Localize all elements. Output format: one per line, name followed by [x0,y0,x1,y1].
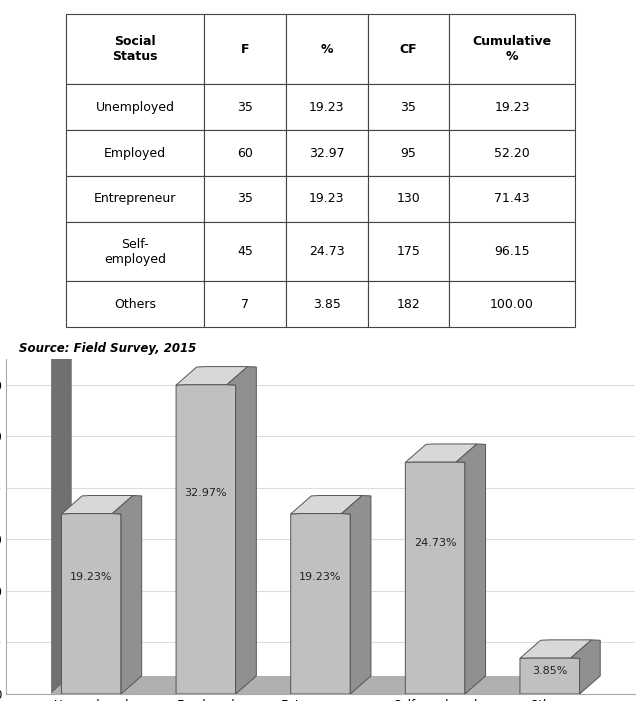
Text: Source: Field Survey, 2015: Source: Field Survey, 2015 [19,342,196,355]
Polygon shape [570,640,600,694]
Polygon shape [51,676,600,694]
Polygon shape [291,514,350,694]
Polygon shape [176,385,236,694]
Polygon shape [62,496,133,514]
Polygon shape [112,496,142,694]
Text: 19.23%: 19.23% [70,572,112,582]
Polygon shape [176,367,247,385]
Polygon shape [62,514,121,694]
Polygon shape [405,462,465,694]
Text: 24.73%: 24.73% [414,538,456,548]
Text: 19.23%: 19.23% [299,572,342,582]
Polygon shape [520,658,579,694]
Polygon shape [456,444,486,694]
Text: 3.85%: 3.85% [532,665,567,676]
Polygon shape [520,640,591,658]
Polygon shape [51,341,72,694]
Polygon shape [405,444,477,463]
Polygon shape [227,367,256,694]
Text: 32.97%: 32.97% [185,488,227,498]
Polygon shape [291,496,362,514]
Polygon shape [342,496,371,694]
